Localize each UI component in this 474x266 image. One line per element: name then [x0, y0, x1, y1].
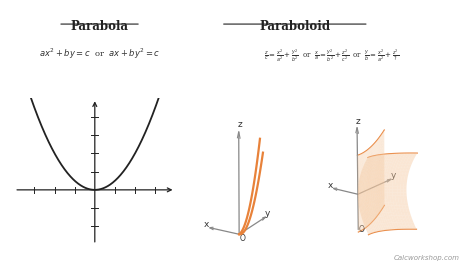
Text: $ax^2 + by = c$  or  $ax + by^2 = c$: $ax^2 + by = c$ or $ax + by^2 = c$	[39, 47, 160, 61]
Text: $\frac{z}{c} = \frac{x^2}{a^2} + \frac{y^2}{b^2}$  or  $\frac{x}{a} = \frac{y^2}: $\frac{z}{c} = \frac{x^2}{a^2} + \frac{y…	[264, 47, 400, 64]
Text: Paraboloid: Paraboloid	[259, 20, 330, 34]
Text: Calcworkshop.com: Calcworkshop.com	[394, 255, 460, 261]
Text: Parabola: Parabola	[71, 20, 128, 34]
